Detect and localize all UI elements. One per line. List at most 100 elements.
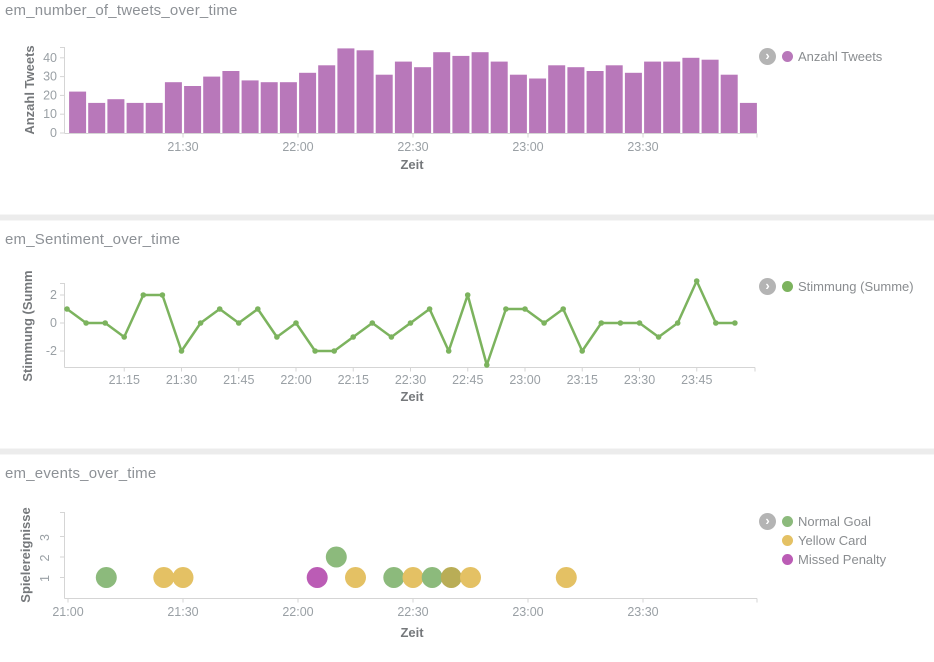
bar[interactable] [701,59,719,134]
line-marker[interactable] [159,292,166,298]
bar[interactable] [126,102,144,133]
line-marker[interactable] [713,320,719,326]
bar[interactable] [394,61,412,133]
bar[interactable] [663,61,681,133]
bar[interactable] [241,80,259,133]
line-marker[interactable] [522,306,528,312]
event-dot[interactable] [153,567,175,588]
line-marker[interactable] [350,334,357,340]
bar[interactable] [375,74,393,133]
bar[interactable] [490,61,508,133]
line-marker[interactable] [369,320,376,326]
bar[interactable] [260,82,278,133]
line-marker[interactable] [64,306,70,312]
event-dot[interactable] [306,567,328,588]
bar[interactable] [164,82,182,133]
line-marker[interactable] [579,348,585,354]
legend-toggle-button[interactable]: › [759,47,776,65]
line-marker[interactable] [693,278,700,284]
legend-label[interactable]: Normal Goal [798,513,871,529]
bar[interactable] [739,102,757,133]
bar[interactable] [471,52,489,134]
line-marker[interactable] [732,320,738,326]
event-dot[interactable] [421,567,443,588]
x-axis-title: Zeit [400,389,424,404]
bar[interactable] [433,52,451,134]
line-marker[interactable] [388,334,395,340]
bar[interactable] [548,65,566,133]
bar[interactable] [529,78,547,134]
bar[interactable] [509,74,527,133]
line-marker[interactable] [674,320,681,326]
line-marker[interactable] [140,292,147,298]
bar[interactable] [88,102,106,133]
bar[interactable] [586,71,604,133]
legend-events: › Normal Goal Yellow Card Missed Penalty [759,512,887,567]
line-marker[interactable] [655,334,662,340]
bar[interactable] [682,57,700,133]
bar[interactable] [337,48,355,133]
legend-label[interactable]: Anzahl Tweets [798,48,883,64]
sentiment-line-chart: 2 0 -2 21:15 21:30 21:45 22:00 22:15 22:30 22:45 2… [20,270,756,404]
line-marker[interactable] [560,306,566,312]
line-marker[interactable] [598,320,605,326]
legend-color-dot [782,534,793,546]
bar[interactable] [356,50,374,133]
event-dot[interactable] [460,567,481,588]
bar[interactable] [644,61,662,133]
bar[interactable] [69,91,87,133]
line-marker[interactable] [503,306,509,312]
line-marker[interactable] [102,320,108,326]
bar[interactable] [605,65,623,133]
line-marker[interactable] [541,320,547,326]
line-marker[interactable] [426,306,433,312]
bar[interactable] [414,67,432,133]
line-marker[interactable] [83,320,89,326]
bar[interactable] [107,99,125,133]
bar[interactable] [567,67,585,133]
line-marker[interactable] [254,306,261,312]
legend-toggle-button[interactable]: › [759,512,776,530]
line-marker[interactable] [445,348,452,354]
legend-label[interactable]: Yellow Card [798,532,867,548]
bar[interactable] [624,72,642,133]
bar[interactable] [299,72,317,133]
line-marker[interactable] [484,362,490,368]
x-axis-title: Zeit [400,157,424,172]
legend-color-dot [782,515,793,527]
event-dot[interactable] [402,567,424,588]
legend-label[interactable]: Stimmung (Summe) [798,278,914,294]
legend-toggle-button[interactable]: › [759,277,776,295]
line-marker[interactable] [216,306,223,312]
panel-divider [0,448,934,455]
line-marker[interactable] [331,348,338,354]
line-marker[interactable] [197,320,204,326]
bar[interactable] [720,74,738,133]
bar[interactable] [279,82,297,133]
event-dot[interactable] [95,567,117,588]
event-dot[interactable] [383,567,405,588]
line-marker[interactable] [235,320,242,326]
line-marker[interactable] [312,348,318,354]
line-marker[interactable] [407,320,414,326]
event-dot[interactable] [345,567,366,588]
line-marker[interactable] [274,334,280,340]
line-marker[interactable] [293,320,299,326]
line-marker[interactable] [464,292,471,298]
line-marker[interactable] [178,348,185,354]
event-dot[interactable] [172,567,194,588]
bar[interactable] [222,71,240,133]
tick-label: 22:30 [395,373,426,387]
line-marker[interactable] [636,320,643,326]
bar[interactable] [452,55,470,133]
bar[interactable] [145,102,163,133]
event-dot[interactable] [325,546,347,568]
legend-label[interactable]: Missed Penalty [798,551,887,567]
bar[interactable] [184,86,202,133]
event-dot[interactable] [440,567,462,588]
event-dot[interactable] [555,567,577,588]
bar[interactable] [203,76,221,133]
line-marker[interactable] [121,334,127,340]
line-marker[interactable] [617,320,624,326]
bar[interactable] [318,65,336,133]
